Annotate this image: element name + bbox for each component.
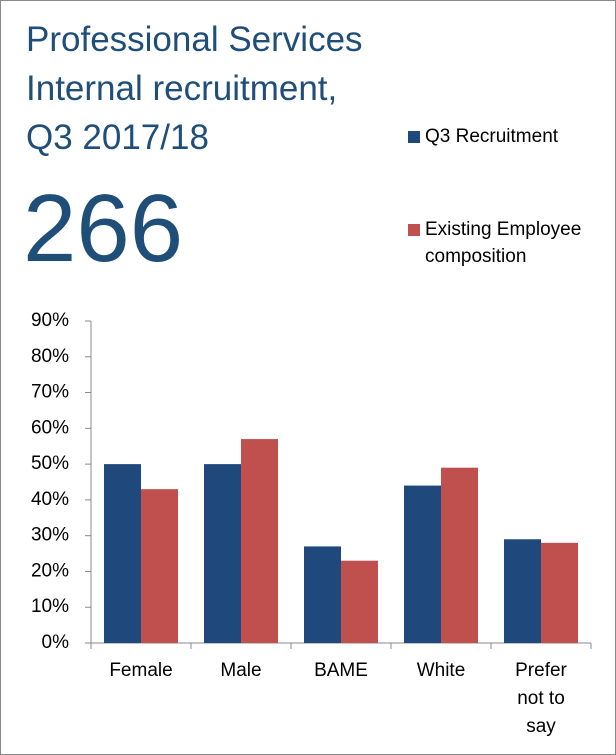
chart-title: Professional Services: [26, 20, 363, 59]
y-tick-label: 50%: [31, 453, 69, 474]
y-tick-label: 80%: [31, 346, 69, 367]
bar: [241, 439, 278, 643]
x-tick-label: White: [416, 660, 466, 681]
bar: [541, 542, 578, 643]
y-tick-label: 20%: [31, 560, 69, 581]
y-tick-label: 30%: [31, 525, 69, 546]
bar: [104, 464, 141, 643]
y-tick-label: 70%: [31, 382, 69, 403]
bar: [341, 560, 378, 643]
y-tick-label: 10%: [31, 596, 69, 617]
legend-swatch: [408, 224, 420, 236]
y-tick-label: 40%: [31, 489, 69, 510]
x-tick-label: Prefer not to say: [515, 660, 567, 737]
chart-title: Q3 2017/18: [26, 118, 209, 157]
x-tick-label: Male: [220, 660, 262, 681]
x-tick-label: Female: [109, 660, 173, 681]
bar: [504, 539, 541, 643]
y-tick-label: 90%: [31, 310, 69, 331]
bar: [204, 464, 241, 643]
legend-label: Existing Employee composition: [425, 219, 582, 267]
headline: 266: [23, 175, 183, 282]
bar: [404, 485, 441, 643]
chart-title: Internal recruitment,: [26, 69, 337, 108]
bar: [441, 467, 478, 643]
y-tick-label: 0%: [42, 632, 70, 653]
legend-swatch: [408, 131, 420, 143]
bar: [304, 546, 341, 643]
y-tick-label: 60%: [31, 417, 69, 438]
legend-label: Q3 Recruitment: [425, 126, 559, 147]
bar: [141, 489, 178, 643]
x-tick-label: BAME: [314, 660, 368, 681]
